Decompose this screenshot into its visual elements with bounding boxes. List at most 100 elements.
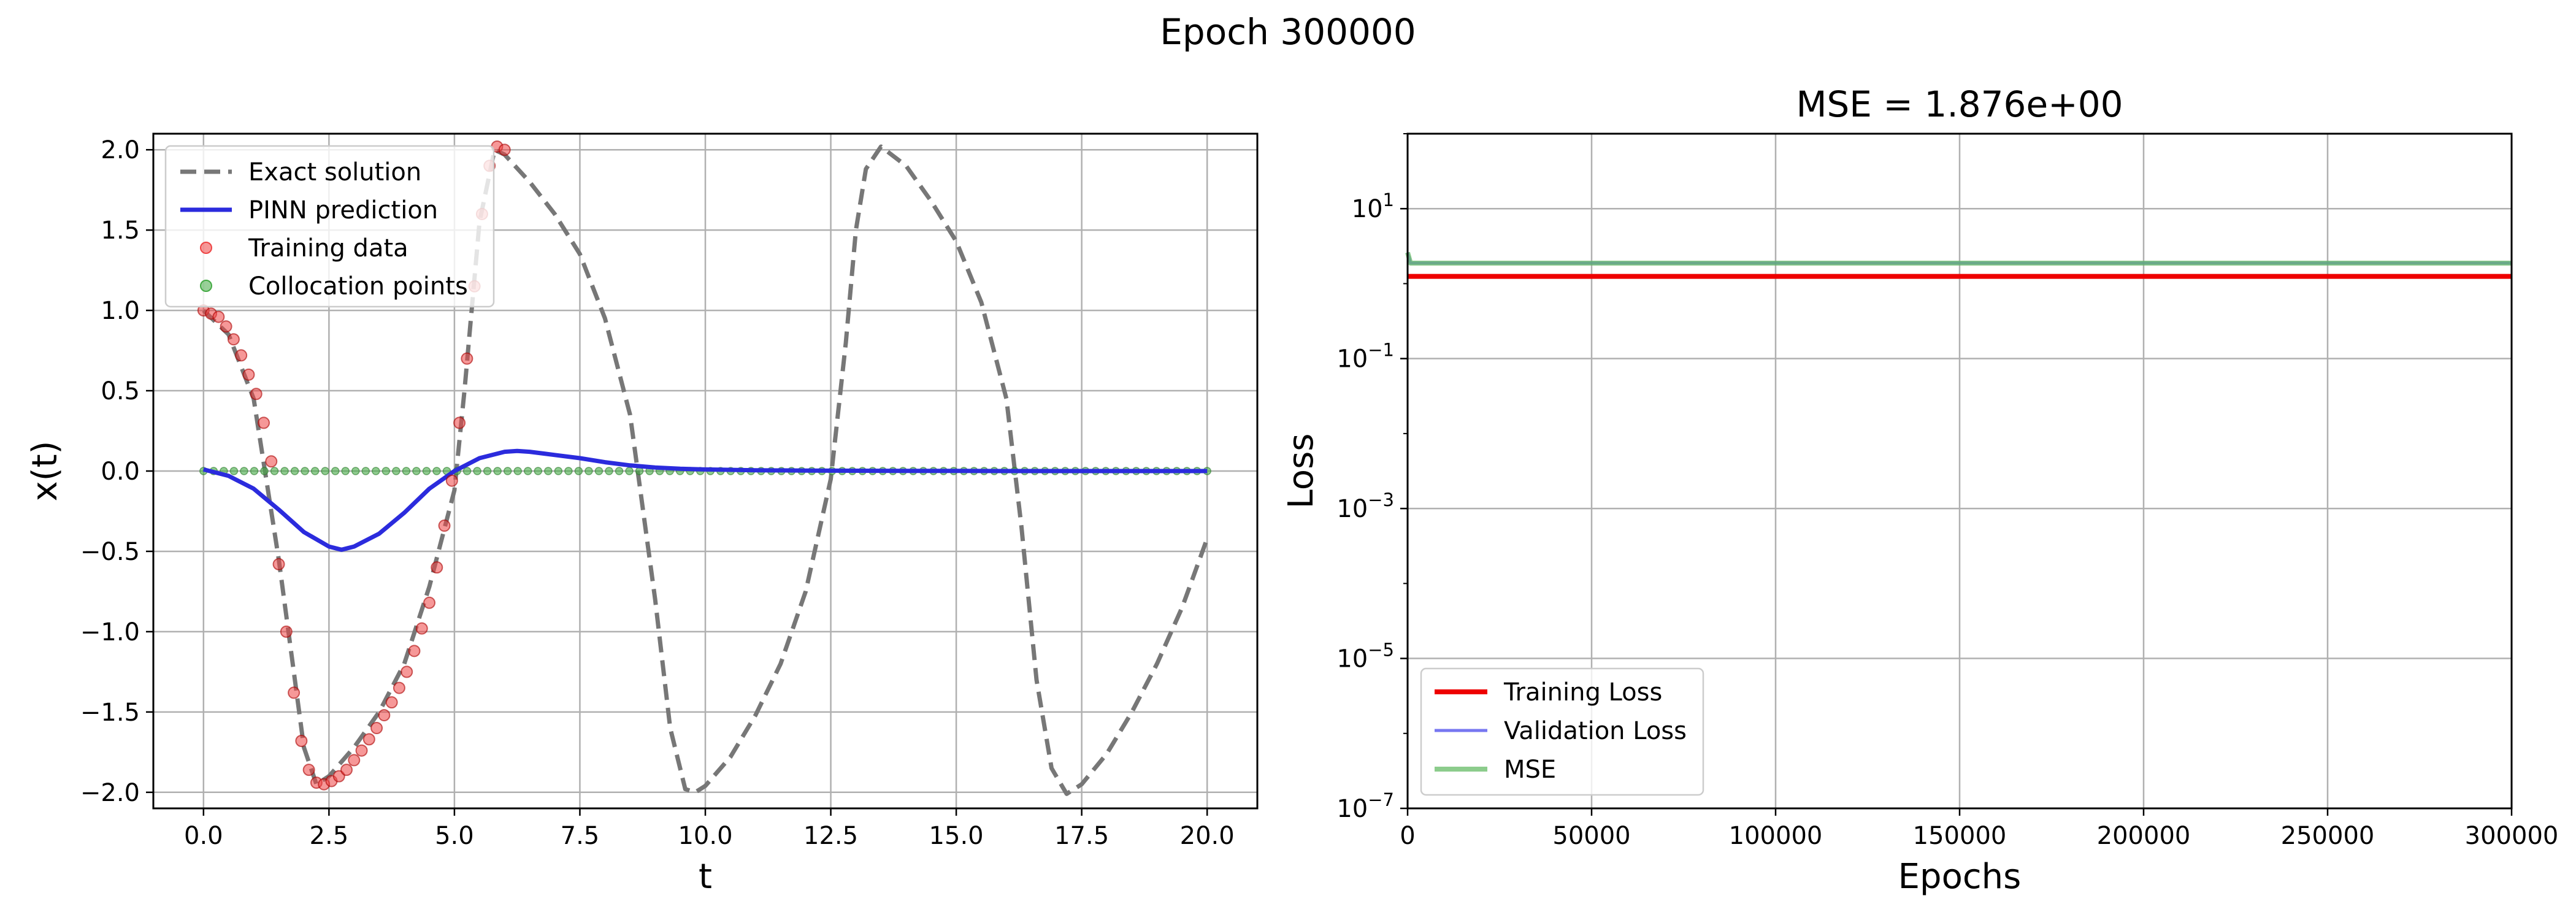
left-ytick-label: 0.5: [101, 377, 140, 405]
collocation-point: [260, 467, 269, 475]
right-ytick-label: 10−1: [1336, 340, 1394, 374]
collocation-point: [372, 467, 380, 475]
right-xtick-label: 200000: [2097, 822, 2191, 850]
right-ytick-label: 10−5: [1336, 640, 1394, 673]
left-ytick-label: −1.0: [80, 618, 140, 646]
left-xlabel: t: [699, 857, 712, 897]
training-data-point: [453, 416, 466, 429]
right-data: [1405, 251, 2512, 279]
legend-swatch-training: [200, 242, 212, 254]
collocation-point: [615, 467, 624, 475]
left-xtick-label: 12.5: [803, 822, 858, 850]
collocation-point: [585, 467, 593, 475]
left-ytick-label: −0.5: [80, 538, 140, 566]
training-data-point: [431, 561, 443, 574]
training-data-point: [355, 744, 368, 757]
collocation-point: [462, 467, 472, 475]
left-ytick-label: 1.0: [101, 297, 140, 325]
collocation-point: [625, 467, 634, 475]
training-data-point: [378, 709, 391, 722]
training-data-point: [370, 722, 383, 735]
exact-solution-line: [202, 144, 1209, 796]
collocation-point: [341, 467, 350, 475]
collocation-point: [554, 467, 563, 475]
legend-label: PINN prediction: [248, 196, 438, 224]
collocation-point: [301, 467, 309, 475]
left-legend: Exact solution PINN prediction Training da…: [164, 145, 495, 308]
training-data-point: [393, 681, 405, 694]
left-plot: 0.0 2.5 5.0 7.5 10.0 12.5 15.0 17.5 20.0 −2.0 −1.5…: [25, 132, 1259, 897]
left-ticks: 0.0 2.5 5.0 7.5 10.0 12.5 15.0 17.5 20.0 −2.0 −1.5…: [80, 136, 1235, 850]
collocation-point: [513, 467, 522, 475]
right-xtick-label: 150000: [1913, 822, 2007, 850]
right-legend: Training Loss Validation Loss MSE: [1420, 667, 1704, 796]
training-data-point: [461, 352, 473, 365]
legend-label: Validation Loss: [1504, 717, 1687, 745]
right-plot: MSE = 1.876e+00 0 50000 100000 150000 200000…: [1281, 83, 2558, 897]
left-xtick-label: 0.0: [184, 822, 223, 850]
collocation-point: [422, 467, 431, 475]
left-ylabel: x(t): [25, 441, 65, 502]
training-data-point: [401, 665, 413, 678]
left-xtick-label: 2.5: [310, 822, 349, 850]
training-data-point: [220, 320, 232, 333]
training-data-point: [212, 310, 225, 323]
collocation-point: [229, 467, 239, 475]
collocation-point: [605, 467, 613, 475]
collocation-point: [432, 467, 441, 475]
collocation-point: [392, 467, 401, 475]
right-ytick-label: 101: [1352, 190, 1394, 223]
legend-label: Training Loss: [1503, 678, 1662, 707]
training-data-point: [415, 622, 428, 635]
right-title: MSE = 1.876e+00: [1796, 83, 2123, 125]
training-data-point: [362, 733, 375, 746]
training-data-point: [423, 596, 435, 609]
right-xtick-label: 100000: [1729, 822, 1823, 850]
training-data-point: [235, 349, 248, 362]
left-xtick-label: 10.0: [678, 822, 732, 850]
left-xtick-label: 17.5: [1054, 822, 1109, 850]
training-data-point: [348, 754, 361, 767]
training-data-point: [302, 764, 315, 776]
collocation-point: [503, 467, 512, 475]
right-legend-box: [1420, 667, 1704, 796]
left-legend-box: [164, 145, 495, 308]
pinn-prediction-line: [202, 448, 1208, 552]
collocation-point: [331, 467, 340, 475]
left-ytick-label: 2.0: [101, 136, 140, 164]
collocation-point: [321, 467, 329, 475]
training-data-point: [340, 764, 353, 776]
collocation-point: [523, 467, 532, 475]
right-ytick-label: 10−7: [1336, 789, 1394, 823]
left-ytick-label: 0.0: [101, 458, 140, 486]
collocation-point: [290, 467, 299, 475]
left-ytick-label: −2.0: [80, 779, 140, 807]
collocation-point: [270, 467, 279, 475]
training-data-point: [242, 368, 255, 381]
left-ytick-label: −1.5: [80, 699, 140, 727]
collocation-point: [473, 467, 481, 475]
figure-suptitle: Epoch 300000: [1160, 11, 1416, 53]
legend-label: Collocation points: [248, 272, 468, 301]
collocation-point: [574, 467, 583, 475]
training-data-point: [408, 645, 421, 657]
training-data-point: [288, 686, 301, 699]
right-xtick-label: 250000: [2281, 822, 2375, 850]
training-data-point: [250, 388, 263, 401]
collocation-point: [402, 467, 411, 475]
collocation-point: [493, 467, 502, 475]
collocation-point: [412, 467, 421, 475]
collocation-point: [280, 467, 289, 475]
collocation-point: [361, 467, 370, 475]
mse-line: [1405, 251, 2512, 266]
right-xtick-label: 300000: [2465, 822, 2559, 850]
right-xlabel: Epochs: [1898, 857, 2022, 897]
legend-swatch-collocation: [200, 280, 212, 292]
training-data-point: [272, 558, 285, 570]
legend-label: Exact solution: [248, 158, 421, 186]
left-xtick-label: 7.5: [561, 822, 600, 850]
collocation-point: [483, 467, 492, 475]
left-xtick-label: 20.0: [1180, 822, 1235, 850]
collocation-point: [594, 467, 604, 475]
